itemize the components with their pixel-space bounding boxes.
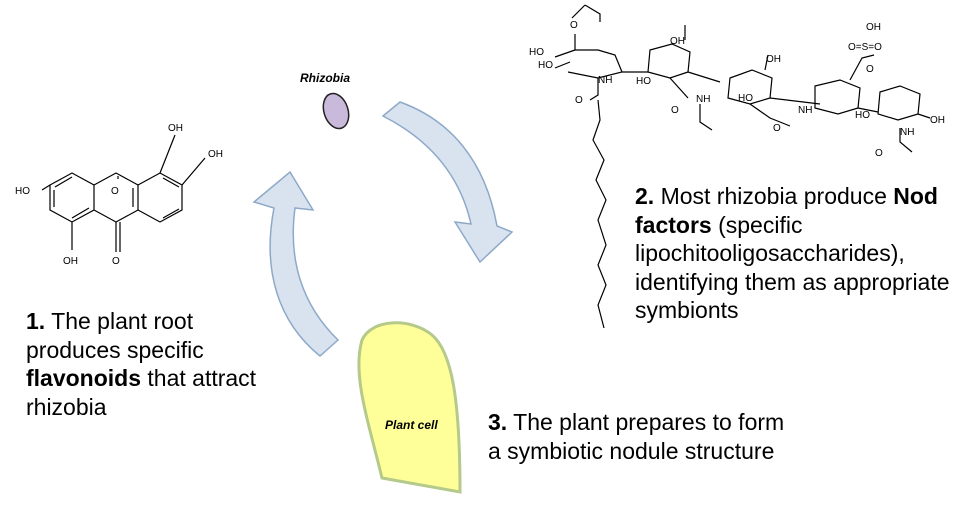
nod-atom-sulf: O=S=O [848,42,882,53]
nod-atom-o-3: O [773,123,781,134]
step-3-number: 3. [488,409,508,435]
nod-atom-ho-5: HO [855,110,870,121]
nod-atom-nh-1: NH [598,75,612,86]
nod-atom-ho-3: HO [636,76,651,87]
nod-atom-nh-3: NH [798,105,812,116]
step-1-text: 1. The plant root produces specific flav… [26,307,266,421]
nod-atom-o-2: O [671,105,679,116]
plant-cell-label: Plant cell [385,418,438,432]
nod-atom-nh-2: NH [696,94,710,105]
arrow-rhizobia-to-nod [381,101,514,264]
nod-atom-oh-2: OH [670,36,685,47]
step-1-number: 1. [26,308,46,334]
rhizobia-cell [322,92,350,130]
rhizobia-label: Rhizobia [300,71,350,85]
nod-atom-o-sulf: O [866,64,874,75]
nod-atom-ho-1: HO [529,47,544,58]
step-1-bold: flavonoids [26,365,142,391]
flavonoid-atom-o-ketone: O [112,256,120,267]
nod-atom-ho-2: HO [538,60,553,71]
step-2-text: 2. Most rhizobia produce Nod factors (sp… [635,182,955,325]
flavonoid-atom-o-ring: O [111,186,119,197]
step-3-text: 3. The plant prepares to form a symbioti… [488,408,788,465]
nod-atom-ho-4: HO [738,93,753,104]
nod-atom-oh-3: OH [766,54,781,65]
plant-cell [357,321,462,494]
nod-atom-o-4: O [875,148,883,159]
nod-atom-oh-sulf: OH [866,22,881,33]
flavonoid-atom-oh-top: OH [168,123,183,134]
nod-atom-oh-end: OH [930,115,945,126]
flavonoid-atom-oh-bottom: OH [63,256,78,267]
nod-atom-nh-4: NH [900,127,914,138]
step-2-number: 2. [635,183,655,209]
nod-atom-o-acetyl: O [570,20,578,31]
flavonoid-atom-ho: HO [15,186,30,197]
flavonoid-atom-oh-right: OH [208,149,223,160]
step-2-pre: Most rhizobia produce [654,183,894,209]
step-1-pre: The plant root produces specific [26,308,204,363]
arrow-plant-to-rhizobia [252,170,340,357]
step-3-pre: The plant prepares to form a symbiotic n… [488,409,785,464]
step-1-post: that attract rhizobia [26,365,257,420]
nod-atom-o-amide: O [575,95,583,106]
step-2-post: (specific lipochitooligosaccharides), id… [635,211,950,324]
step-2-bold: Nod factors [635,183,938,238]
